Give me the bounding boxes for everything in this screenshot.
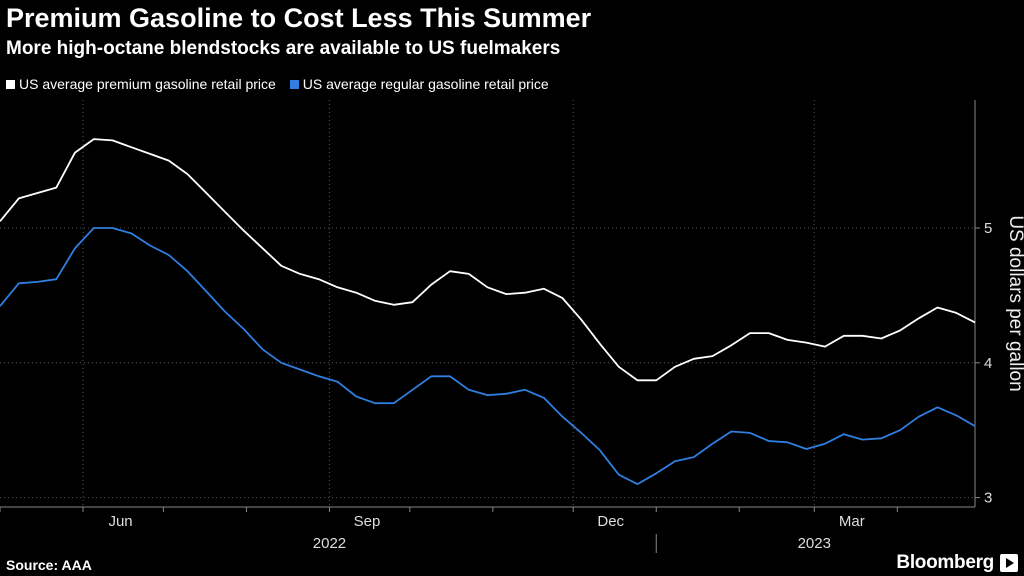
legend-item-premium: US average premium gasoline retail price <box>6 76 276 92</box>
source-note: Source: AAA <box>6 557 92 573</box>
year-label-2023: 2023 <box>798 535 831 552</box>
y-axis-title: US dollars per gallon <box>1005 215 1024 391</box>
legend-item-regular: US average regular gasoline retail price <box>289 76 549 92</box>
year-label-2022: 2022 <box>313 535 346 552</box>
y-tick-label-3: 3 <box>984 490 992 507</box>
brand-logo-text: Bloomberg <box>896 552 994 573</box>
legend-label-regular: US average regular gasoline retail price <box>302 76 549 92</box>
x-tick-label-dec: Dec <box>597 513 624 530</box>
y-tick-label-4: 4 <box>984 355 992 372</box>
chart-subtitle: More high-octane blendstocks are availab… <box>6 38 561 59</box>
chart-title: Premium Gasoline to Cost Less This Summe… <box>6 3 592 33</box>
legend-swatch-regular <box>289 79 299 89</box>
legend: US average premium gasoline retail price… <box>6 76 549 92</box>
bloomberg-play-icon <box>1000 554 1018 572</box>
series-line-regular <box>0 227 976 485</box>
legend-label-premium: US average premium gasoline retail price <box>19 76 276 92</box>
legend-swatch-premium <box>6 79 15 89</box>
y-tick-label-5: 5 <box>984 220 992 237</box>
series-line-premium <box>0 138 976 382</box>
x-tick-label-mar: Mar <box>839 513 865 530</box>
x-tick-label-jun: Jun <box>108 513 132 530</box>
x-tick-label-sep: Sep <box>354 513 381 530</box>
